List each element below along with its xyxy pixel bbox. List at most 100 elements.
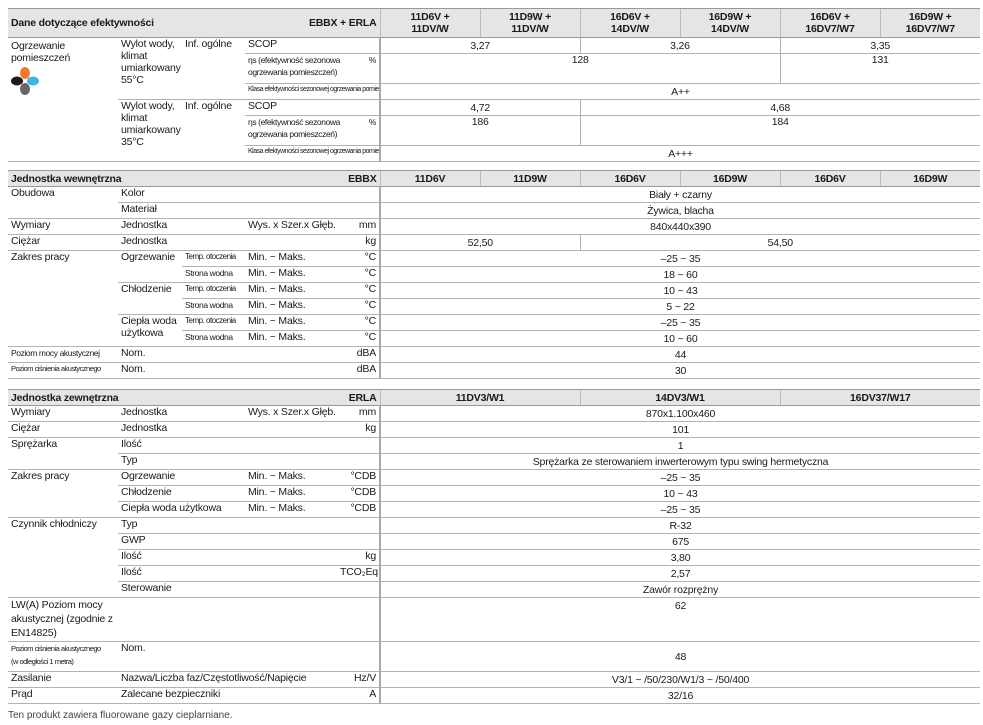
outdoor-unit-table: Jednostka zewnętrzna ERLA 11DV3/W1 14DV3… [8,389,981,704]
table-row: % ηs (efektywność sezonowa ogrzewania pom… [8,53,980,84]
condition-label: Strona wodna [182,298,245,315]
climate-label: Wylot wody, klimat umiarkowany 55°C [118,37,182,100]
dims-label: Wys. x Szer.x Głęb. [245,218,337,235]
table-row: Zakres pracy Ogrzewanie Temp. otoczenia … [8,250,980,347]
model-header: 11D6V + 11DV/W [379,8,480,38]
unit: Hz/V [337,671,381,688]
eta-label-cell: % ηs (efektywność sezonowa ogrzewania pom… [245,53,380,84]
row-label: Zakres pracy [8,469,118,518]
condition-label: Temp. otoczenia [182,250,245,267]
table-row: Ciepła woda użytkowa Temp. otoczenia Min… [8,314,980,347]
section-title: Dane dotyczące efektywności [8,8,245,38]
value: 840x440x390 [379,218,980,235]
eta-unit: % [368,55,377,65]
climate-label: Wylot wody, klimat umiarkowany 35°C [118,99,182,162]
table-row: Wymiary Jednostka Wys. x Szer.x Głęb. mm… [8,405,981,422]
unit: °CDB [337,469,381,486]
eta-label: ηs (efektywność sezonowa ogrzewania pomi… [248,117,340,139]
table-row: Strona wodna Min. ~ Maks. °C 10 ~ 60 [8,330,980,347]
value: 30 [379,362,980,379]
sub-label: Nom. [118,346,337,363]
value: 870x1.100x460 [379,405,981,422]
sub-label: Jednostka [118,421,338,438]
value: 54,50 [579,234,980,251]
table-row: Poziom ciśnienia akustycznego (w odległoś… [8,641,981,672]
sub-label: Ilość [118,549,338,566]
unit: °C [337,282,380,299]
eta-label: ηs (efektywność sezonowa ogrzewania pomi… [248,55,340,77]
unit: dBA [337,362,380,379]
performance-header-row: Dane dotyczące efektywności EBBX + ERLA … [8,8,980,38]
eta-value: 131 [779,53,980,84]
value: 18 ~ 60 [379,266,980,283]
value: Żywica, blacha [379,202,980,219]
sub-label: Nom. [118,641,381,672]
value: –25 ~ 35 [379,501,981,518]
indoor-unit-table: Jednostka wewnętrzna EBBX 11D6V 11D9W 16… [8,170,980,379]
condition-label: Temp. otoczenia [182,282,245,299]
unit: mm [337,218,380,235]
table-row: Chłodzenie Min. ~ Maks. °CDB 10 ~ 43 [8,485,981,502]
value: 44 [379,346,980,363]
minmax-label: Min. ~ Maks. [245,298,337,315]
table-row: Zasilanie Nazwa/Liczba faz/Częstotliwość… [8,671,981,688]
eta-value: 184 [579,115,980,146]
row-label: Sprężarka [8,437,118,470]
unit: kg [337,549,381,566]
table-row: Zakres pracy Ogrzewanie Min. ~ Maks. °CD… [8,469,981,518]
condition-label: Strona wodna [182,266,245,283]
minmax-label: Min. ~ Maks. [245,485,338,502]
table-row: Ciepła woda użytkowa Min. ~ Maks. °CDB –… [8,501,981,518]
model-header: 11D9W [479,170,580,187]
model-header: 16D9W + 16DV7/W7 [879,8,980,38]
eta-value: 128 [379,53,780,84]
class-value: A+++ [379,145,980,162]
model-header: 16D9W [879,170,980,187]
model-header: 16D6V + 14DV/W [579,8,680,38]
row-label-cell: Poziom ciśnienia akustycznego (w odległoś… [8,641,118,672]
unit: kg [337,421,381,438]
category-cell: Ogrzewanie pomieszczeń [8,37,118,162]
section-title: Jednostka zewnętrzna [8,389,338,406]
table-row: Klasa efektywności sezonowej ogrzewania … [8,83,980,100]
minmax-label: Min. ~ Maks. [245,250,337,267]
model-header: 16DV37/W17 [779,389,981,406]
table-row: LW(A) Poziom mocy akustycznej (zgodnie z… [8,597,981,642]
row-label: LW(A) Poziom mocy akustycznej (zgodnie z… [8,597,118,642]
footnote: Ten produkt zawiera fluorowane gazy ciep… [8,710,233,721]
sub-label: Typ [118,517,381,534]
table-row: % ηs (efektywność sezonowa ogrzewania pom… [8,115,980,146]
row-label: Wymiary [8,218,118,235]
condition-label: Strona wodna [182,330,245,347]
info-label: Inf. ogólne [182,37,245,100]
model-header: 16D9W [679,170,780,187]
unit: °C [337,314,380,331]
table-row: Sterowanie Zawór rozprężny [8,581,981,598]
sub-label: Chłodzenie [118,485,245,502]
sub-label: Kolor [118,186,380,203]
model-header: 11D6V [379,170,480,187]
unit: kg [337,234,380,251]
value: 1 [379,437,981,454]
table-row: Prąd Zalecane bezpieczniki A 32/16 [8,687,981,704]
row-label: Obudowa [8,186,118,219]
sub-label: Typ [118,453,381,470]
space-heating-icon [11,67,39,95]
table-row: Ogrzewanie pomieszczeń Wylot wody, klima… [8,37,980,162]
unit-code: EBBX [337,170,380,187]
scop-label: SCOP [245,99,380,116]
scop-value: 4,72 [379,99,580,116]
value: 48 [379,641,981,672]
value: 3,80 [379,549,981,566]
row-label: Zakres pracy [8,250,118,347]
value: V3/1 ~ /50/230/W1/3 ~ /50/400 [379,671,981,688]
unit: °C [337,250,380,267]
model-header: 16D9W + 14DV/W [679,8,780,38]
row-label: Poziom ciśnienia akustycznego [11,644,101,653]
model-header: 16D6V + 16DV7/W7 [779,8,880,38]
unit: °C [337,298,380,315]
eta-value: 186 [379,115,580,146]
section-title: Jednostka wewnętrzna [8,170,337,187]
value: –25 ~ 35 [379,469,981,486]
unit: °C [337,266,380,283]
